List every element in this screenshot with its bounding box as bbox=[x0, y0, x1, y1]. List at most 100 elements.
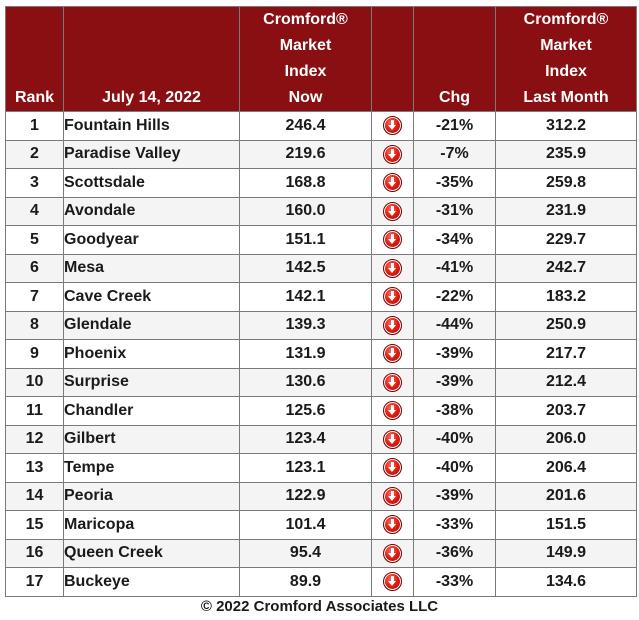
rank-cell: 16 bbox=[5, 538, 64, 568]
down-arrow-icon bbox=[383, 144, 402, 164]
table-body: 1 Fountain Hills 246.4 -21% 312.2 2 Paradise V… bbox=[5, 111, 637, 597]
trend-cell bbox=[371, 367, 414, 397]
index-now-cell: 123.4 bbox=[239, 424, 372, 454]
index-now-cell: 142.1 bbox=[239, 282, 372, 312]
index-last-month-cell: 183.2 bbox=[495, 282, 637, 312]
rank-cell: 15 bbox=[5, 510, 64, 540]
change-cell: -39% bbox=[413, 339, 496, 369]
down-arrow-icon bbox=[383, 429, 402, 449]
header-trend-icon bbox=[371, 6, 414, 112]
change-cell: -33% bbox=[413, 510, 496, 540]
city-cell: Glendale bbox=[63, 310, 240, 340]
index-last-month-cell: 217.7 bbox=[495, 339, 637, 369]
rank-cell: 8 bbox=[5, 310, 64, 340]
index-last-month-cell: 259.8 bbox=[495, 168, 637, 198]
change-cell: -40% bbox=[413, 453, 496, 483]
rank-cell: 2 bbox=[5, 139, 64, 169]
down-arrow-icon bbox=[383, 344, 402, 364]
index-last-month-cell: 201.6 bbox=[495, 481, 637, 511]
index-last-month-cell: 151.5 bbox=[495, 510, 637, 540]
index-now-cell: 168.8 bbox=[239, 168, 372, 198]
down-arrow-icon bbox=[383, 572, 402, 592]
rank-cell: 1 bbox=[5, 111, 64, 141]
trend-cell bbox=[371, 310, 414, 340]
table-row: 4 Avondale 160.0 -31% 231.9 bbox=[5, 196, 637, 226]
index-now-cell: 142.5 bbox=[239, 253, 372, 283]
rank-cell: 10 bbox=[5, 367, 64, 397]
trend-cell bbox=[371, 225, 414, 255]
change-cell: -38% bbox=[413, 396, 496, 426]
down-arrow-icon bbox=[383, 458, 402, 478]
city-cell: Phoenix bbox=[63, 339, 240, 369]
index-now-cell: 219.6 bbox=[239, 139, 372, 169]
index-last-month-cell: 312.2 bbox=[495, 111, 637, 141]
down-arrow-icon bbox=[383, 315, 402, 335]
city-cell: Scottsdale bbox=[63, 168, 240, 198]
city-cell: Fountain Hills bbox=[63, 111, 240, 141]
table-row: 5 Goodyear 151.1 -34% 229.7 bbox=[5, 225, 637, 255]
trend-cell bbox=[371, 253, 414, 283]
city-cell: Surprise bbox=[63, 367, 240, 397]
city-cell: Buckeye bbox=[63, 567, 240, 597]
index-last-month-cell: 206.4 bbox=[495, 453, 637, 483]
index-last-month-cell: 134.6 bbox=[495, 567, 637, 597]
trend-cell bbox=[371, 481, 414, 511]
city-cell: Avondale bbox=[63, 196, 240, 226]
city-cell: Peoria bbox=[63, 481, 240, 511]
table-row: 9 Phoenix 131.9 -39% 217.7 bbox=[5, 339, 637, 369]
trend-cell bbox=[371, 424, 414, 454]
index-now-cell: 122.9 bbox=[239, 481, 372, 511]
trend-cell bbox=[371, 453, 414, 483]
index-last-month-cell: 231.9 bbox=[495, 196, 637, 226]
index-last-month-cell: 229.7 bbox=[495, 225, 637, 255]
trend-cell bbox=[371, 538, 414, 568]
down-arrow-icon bbox=[383, 201, 402, 221]
change-cell: -31% bbox=[413, 196, 496, 226]
rank-cell: 4 bbox=[5, 196, 64, 226]
city-cell: Mesa bbox=[63, 253, 240, 283]
down-arrow-icon bbox=[383, 401, 402, 421]
table-header: Rank July 14, 2022 Cromford® Market Inde… bbox=[5, 6, 637, 112]
table-row: 11 Chandler 125.6 -38% 203.7 bbox=[5, 396, 637, 426]
index-now-cell: 123.1 bbox=[239, 453, 372, 483]
change-cell: -35% bbox=[413, 168, 496, 198]
down-arrow-icon bbox=[383, 372, 402, 392]
down-arrow-icon bbox=[383, 258, 402, 278]
down-arrow-icon bbox=[383, 173, 402, 193]
index-last-month-cell: 203.7 bbox=[495, 396, 637, 426]
city-cell: Queen Creek bbox=[63, 538, 240, 568]
rank-cell: 3 bbox=[5, 168, 64, 198]
down-arrow-icon bbox=[383, 543, 402, 563]
table-row: 6 Mesa 142.5 -41% 242.7 bbox=[5, 253, 637, 283]
rank-cell: 14 bbox=[5, 481, 64, 511]
index-last-month-cell: 250.9 bbox=[495, 310, 637, 340]
rank-cell: 9 bbox=[5, 339, 64, 369]
change-cell: -39% bbox=[413, 481, 496, 511]
table-row: 7 Cave Creek 142.1 -22% 183.2 bbox=[5, 282, 637, 312]
change-cell: -7% bbox=[413, 139, 496, 169]
rank-cell: 7 bbox=[5, 282, 64, 312]
index-now-cell: 246.4 bbox=[239, 111, 372, 141]
index-last-month-cell: 149.9 bbox=[495, 538, 637, 568]
down-arrow-icon bbox=[383, 515, 402, 535]
table-row: 15 Maricopa 101.4 -33% 151.5 bbox=[5, 510, 637, 540]
change-cell: -44% bbox=[413, 310, 496, 340]
city-cell: Goodyear bbox=[63, 225, 240, 255]
rank-cell: 17 bbox=[5, 567, 64, 597]
rank-cell: 12 bbox=[5, 424, 64, 454]
header-index-last-month: Cromford® Market Index Last Month bbox=[495, 6, 637, 112]
trend-cell bbox=[371, 168, 414, 198]
change-cell: -36% bbox=[413, 538, 496, 568]
change-cell: -21% bbox=[413, 111, 496, 141]
index-now-cell: 139.3 bbox=[239, 310, 372, 340]
index-now-cell: 95.4 bbox=[239, 538, 372, 568]
city-cell: Tempe bbox=[63, 453, 240, 483]
city-cell: Paradise Valley bbox=[63, 139, 240, 169]
change-cell: -33% bbox=[413, 567, 496, 597]
index-last-month-cell: 242.7 bbox=[495, 253, 637, 283]
index-now-cell: 160.0 bbox=[239, 196, 372, 226]
trend-cell bbox=[371, 282, 414, 312]
trend-cell bbox=[371, 510, 414, 540]
down-arrow-icon bbox=[383, 116, 402, 136]
index-now-cell: 130.6 bbox=[239, 367, 372, 397]
